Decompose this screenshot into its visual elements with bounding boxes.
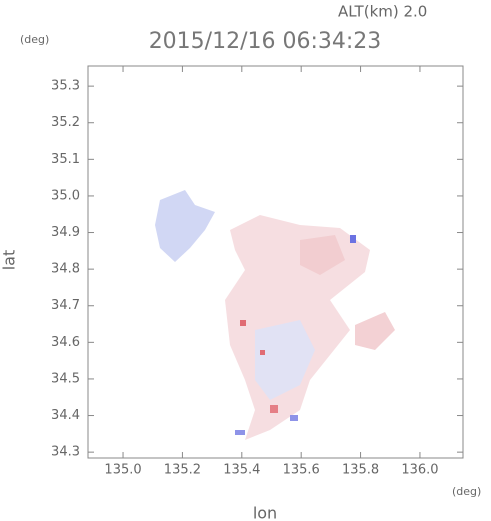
y-tick-label: 34.4 <box>51 408 80 423</box>
x-tick-label: 135.4 <box>223 463 260 478</box>
radar-field <box>155 190 395 440</box>
y-tick-label: 34.9 <box>51 225 80 240</box>
y-tick-label: 35.0 <box>51 188 80 203</box>
x-axis-label: lon <box>253 504 277 521</box>
plot-frame <box>87 65 464 459</box>
y-tick-label: 34.7 <box>51 298 80 313</box>
y-axis-label: lat <box>0 250 19 271</box>
y-unit: (deg) <box>20 33 49 46</box>
x-unit: (deg) <box>452 485 481 498</box>
y-tick-label: 35.2 <box>51 115 80 130</box>
y-tick-label: 35.3 <box>51 79 80 94</box>
x-tick-label: 136.0 <box>401 463 438 478</box>
chart-title: 2015/12/16 06:34:23 <box>149 29 382 54</box>
x-tick-label: 135.2 <box>164 463 201 478</box>
y-tick-label: 34.6 <box>51 335 80 350</box>
x-tick-label: 135.8 <box>342 463 379 478</box>
y-tick-label: 35.1 <box>51 152 80 167</box>
x-tick-label: 135.6 <box>283 463 320 478</box>
y-tick-label: 34.5 <box>51 371 80 386</box>
x-tick-label: 135.0 <box>104 463 141 478</box>
y-tick-label: 34.8 <box>51 262 80 277</box>
altitude-label: ALT(km) 2.0 <box>338 3 427 21</box>
y-tick-label: 34.3 <box>51 445 80 460</box>
